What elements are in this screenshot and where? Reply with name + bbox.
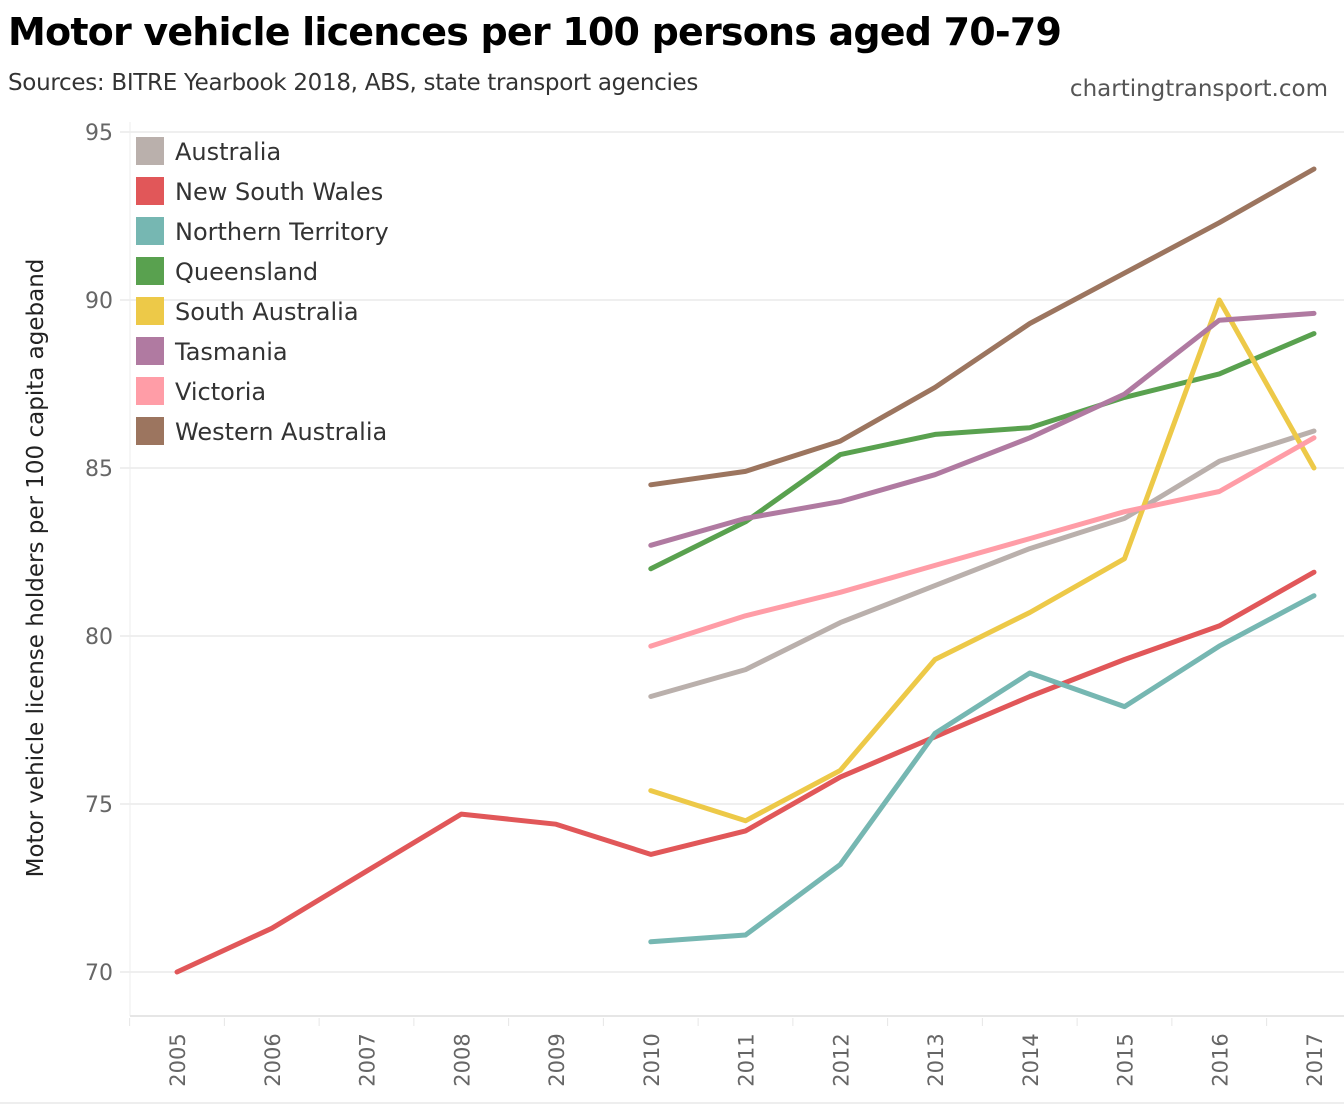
x-tick-label: 2011 [735, 1033, 759, 1086]
x-tick-label: 2008 [450, 1033, 474, 1086]
series-line-australia [648, 428, 1317, 699]
series-lines [174, 166, 1317, 975]
chart-subtitle: Sources: BITRE Yearbook 2018, ABS, state… [8, 70, 699, 96]
series-line-queensland [648, 331, 1317, 572]
x-tick-label: 2013 [924, 1033, 948, 1086]
x-tick-label: 2014 [1019, 1033, 1043, 1086]
legend-label-south-australia: South Australia [175, 298, 359, 326]
legend-swatch-south-australia [136, 297, 164, 325]
chart-title: Motor vehicle licences per 100 persons a… [8, 10, 1062, 54]
legend-swatch-australia [136, 137, 164, 165]
legend-label-queensland: Queensland [175, 258, 318, 286]
series-line-northern-territory [648, 593, 1317, 945]
legend-label-australia: Australia [175, 138, 281, 166]
legend-label-tasmania: Tasmania [174, 338, 288, 366]
legend-label-western-australia: Western Australia [175, 418, 387, 446]
series-line-victoria [648, 435, 1317, 649]
x-tick-label: 2007 [356, 1033, 380, 1086]
x-tick-label: 2010 [640, 1033, 664, 1086]
series-line-south-australia [648, 297, 1317, 824]
legend-swatch-victoria [136, 377, 164, 405]
legend: Australia New South Wales Northern Territo… [136, 137, 389, 446]
series-line-tasmania [648, 310, 1317, 548]
x-tick-label: 2017 [1303, 1033, 1327, 1086]
gridlines [120, 131, 1344, 973]
legend-label-northern-territory: Northern Territory [175, 218, 389, 246]
y-tick-label: 95 [85, 121, 113, 146]
legend-swatch-western-australia [136, 417, 164, 445]
legend-label-victoria: Victoria [175, 378, 266, 406]
chart-credit: chartingtransport.com [1069, 76, 1328, 102]
x-tick-label: 2012 [829, 1033, 853, 1086]
legend-swatch-queensland [136, 257, 164, 285]
axes: 70 75 80 85 90 95 2005 2006 2007 2008 2009 2010 2011… [0, 121, 1344, 1104]
legend-label-new-south-wales: New South Wales [175, 178, 383, 206]
y-tick-label: 90 [85, 289, 113, 314]
x-tick-label: 2006 [261, 1033, 285, 1086]
y-tick-label: 80 [85, 625, 113, 650]
legend-swatch-new-south-wales [136, 177, 164, 205]
series-line-western-australia [648, 166, 1317, 488]
x-tick-label: 2005 [166, 1033, 190, 1086]
x-tick-label: 2009 [545, 1033, 569, 1086]
x-tick-label: 2015 [1114, 1033, 1138, 1086]
legend-swatch-northern-territory [136, 217, 164, 245]
series-line-new-south-wales [174, 569, 1317, 975]
y-tick-label: 70 [85, 961, 113, 986]
y-tick-label: 85 [85, 457, 113, 482]
y-axis-title: Motor vehicle license holders per 100 ca… [23, 259, 49, 878]
legend-swatch-tasmania [136, 337, 164, 365]
y-tick-label: 75 [85, 793, 113, 818]
x-tick-label: 2016 [1208, 1033, 1232, 1086]
